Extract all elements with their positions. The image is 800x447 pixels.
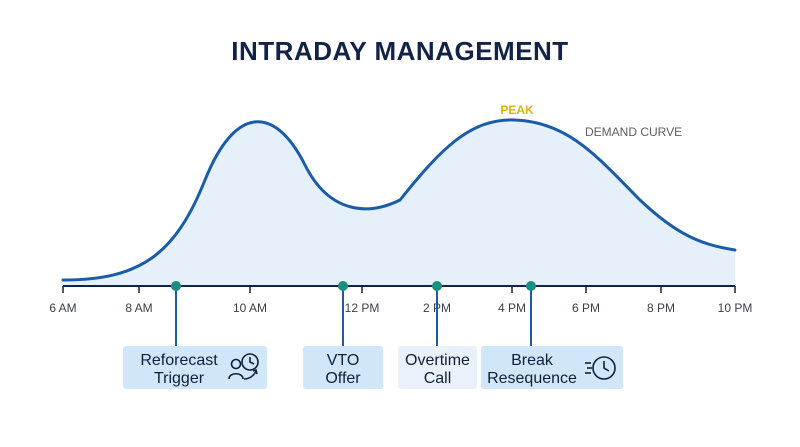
event-card-line: Call — [423, 370, 452, 387]
event-marker — [338, 281, 348, 291]
tick-label: 8 AM — [125, 301, 152, 315]
event-card-line: Resequence — [487, 370, 577, 387]
event-marker — [526, 281, 536, 291]
demand-curve-label: DEMAND CURVE — [585, 125, 682, 139]
demand-area — [63, 119, 735, 287]
event-card-line: Trigger — [153, 370, 205, 387]
event-card-overtime: Overtime Call — [398, 346, 477, 389]
event-card-line: Reforecast — [140, 352, 218, 369]
person-clock-icon — [228, 353, 259, 380]
event-card-vto: VTO Offer — [303, 346, 383, 389]
fast-clock-icon — [585, 356, 616, 380]
event-marker — [432, 281, 442, 291]
demand-curve-line — [61, 118, 737, 282]
axis-ticks — [62, 286, 736, 293]
event-card-line: Break — [511, 352, 553, 369]
event-card-break: Break Resequence — [481, 346, 623, 389]
event-card-line: Overtime — [405, 352, 470, 369]
tick-label: 10 AM — [233, 301, 267, 315]
page-title: INTRADAY MANAGEMENT — [231, 36, 569, 66]
event-marker — [171, 281, 181, 291]
event-markers — [171, 281, 536, 346]
peak-label: PEAK — [500, 103, 534, 117]
tick-label: 10 PM — [718, 301, 753, 315]
tick-label: 8 PM — [647, 301, 675, 315]
tick-label: 6 AM — [49, 301, 76, 315]
event-card-line: VTO — [326, 352, 360, 369]
event-card-line: Offer — [325, 370, 361, 387]
tick-label: 4 PM — [498, 301, 526, 315]
axis-tick-labels: 6 AM 8 AM 10 AM 12 PM 2 PM 4 PM 6 PM 8 P… — [49, 301, 752, 315]
tick-label: 12 PM — [345, 301, 380, 315]
event-card-reforecast: Reforecast Trigger — [123, 346, 267, 389]
tick-label: 6 PM — [572, 301, 600, 315]
